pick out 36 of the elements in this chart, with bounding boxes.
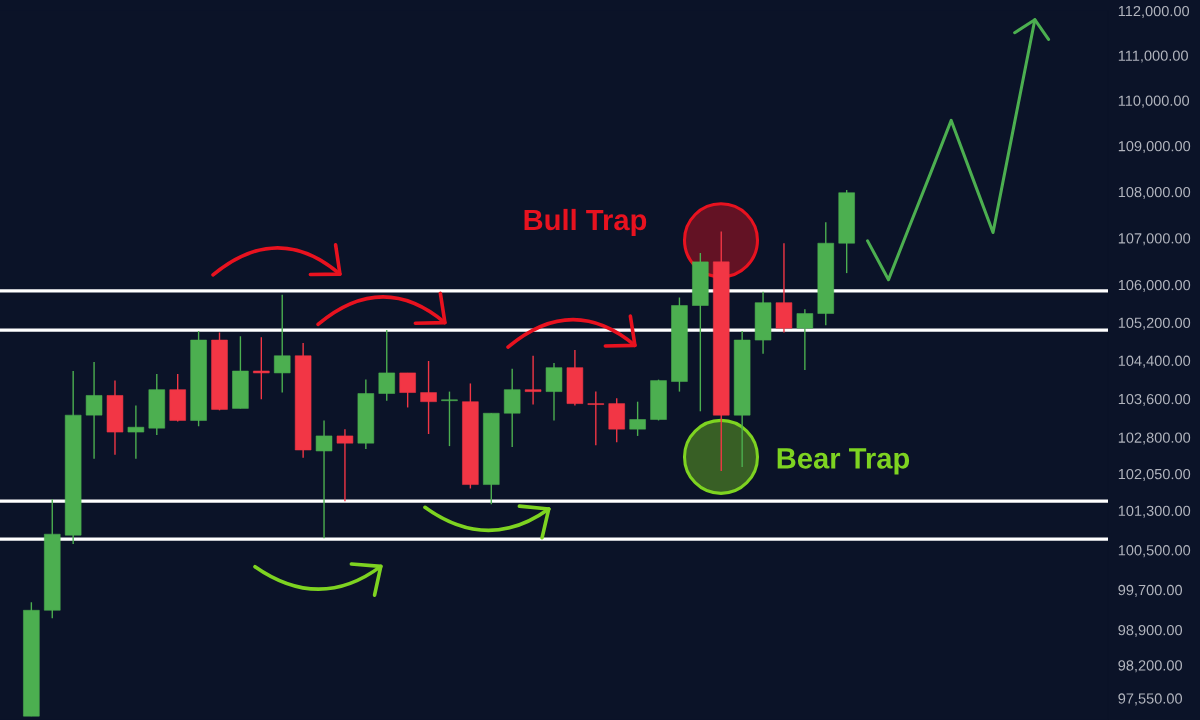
- y-tick-label: 97,550.00: [1118, 693, 1183, 706]
- candlestick: [274, 293, 291, 394]
- y-tick-label: 98,200.00: [1118, 660, 1183, 673]
- candlestick: [127, 404, 145, 460]
- candlestick: [378, 329, 395, 402]
- y-tick-label: 104,400.00: [1118, 355, 1191, 368]
- candlestick: [587, 390, 605, 446]
- candlestick: [336, 428, 354, 502]
- candlestick: [524, 355, 542, 406]
- y-tick-label: 102,800.00: [1118, 432, 1191, 445]
- y-tick-label: 100,500.00: [1118, 545, 1191, 558]
- y-tick-label: 110,000.00: [1118, 95, 1190, 108]
- y-tick-label: 102,050.00: [1118, 468, 1191, 481]
- annotation: Bear Trap: [777, 448, 910, 475]
- y-tick-label: 99,700.00: [1118, 584, 1183, 597]
- y-tick-label: 108,000.00: [1118, 186, 1191, 199]
- y-tick-label: 98,900.00: [1118, 624, 1183, 638]
- candlestick: [399, 372, 416, 409]
- candlestick: [796, 308, 814, 371]
- candlestick: [441, 390, 458, 447]
- candlestick: [545, 362, 563, 422]
- candlestick: [420, 360, 437, 435]
- y-tick-label: 109,000.00: [1118, 141, 1191, 154]
- y-tick-label: 107,000.00: [1118, 233, 1191, 246]
- candlestick: [315, 419, 333, 539]
- y-tick-label: 106,000.00: [1118, 279, 1191, 292]
- candlestick: [503, 367, 521, 448]
- y-tick-label: 111,000.00: [1118, 50, 1188, 63]
- candlestick: [253, 336, 270, 400]
- y-tick-label: 101,300.00: [1118, 505, 1191, 518]
- y-tick-label: 112,000.00: [1118, 5, 1190, 18]
- y-tick-label: 103,600.00: [1118, 393, 1191, 406]
- y-tick-label: 105,200.00: [1118, 317, 1191, 330]
- candlestick: [629, 400, 646, 437]
- annotation: Bull Trap: [524, 208, 647, 237]
- candlestick: [85, 361, 103, 460]
